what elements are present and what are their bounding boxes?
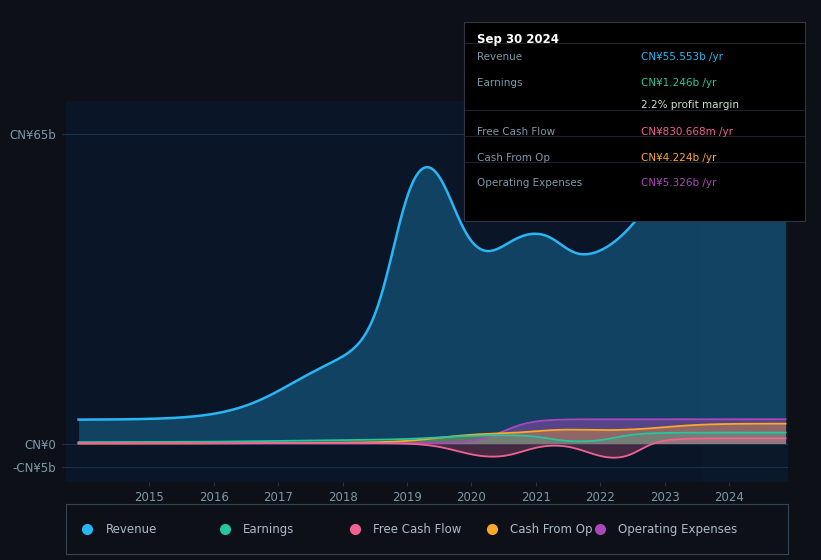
Text: 2.2% profit margin: 2.2% profit margin xyxy=(641,100,739,110)
Text: Cash From Op: Cash From Op xyxy=(478,153,551,162)
Text: Revenue: Revenue xyxy=(478,52,523,62)
Text: Revenue: Revenue xyxy=(105,522,157,536)
Text: CN¥830.668m /yr: CN¥830.668m /yr xyxy=(641,127,733,137)
Text: Free Cash Flow: Free Cash Flow xyxy=(478,127,556,137)
Text: Earnings: Earnings xyxy=(243,522,294,536)
Text: CN¥1.246b /yr: CN¥1.246b /yr xyxy=(641,78,717,88)
Text: CN¥4.224b /yr: CN¥4.224b /yr xyxy=(641,153,717,162)
Text: Operating Expenses: Operating Expenses xyxy=(618,522,737,536)
Text: Operating Expenses: Operating Expenses xyxy=(478,179,583,189)
Bar xyxy=(702,101,788,482)
Text: CN¥55.553b /yr: CN¥55.553b /yr xyxy=(641,52,723,62)
Text: Sep 30 2024: Sep 30 2024 xyxy=(478,34,559,46)
Text: Earnings: Earnings xyxy=(478,78,523,88)
Text: Free Cash Flow: Free Cash Flow xyxy=(373,522,461,536)
Text: CN¥5.326b /yr: CN¥5.326b /yr xyxy=(641,179,717,189)
Text: Cash From Op: Cash From Op xyxy=(510,522,593,536)
